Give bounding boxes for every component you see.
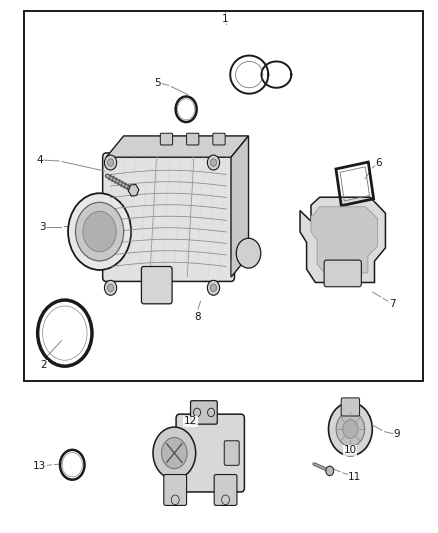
Polygon shape <box>106 136 248 157</box>
Text: 10: 10 <box>344 446 357 455</box>
Circle shape <box>162 438 187 469</box>
Text: 12: 12 <box>184 416 197 426</box>
Polygon shape <box>231 136 248 277</box>
FancyBboxPatch shape <box>160 133 173 145</box>
Circle shape <box>68 193 131 270</box>
Text: 7: 7 <box>389 299 396 309</box>
Circle shape <box>336 411 364 447</box>
FancyBboxPatch shape <box>341 398 360 416</box>
Circle shape <box>236 238 261 268</box>
Circle shape <box>107 159 113 166</box>
Circle shape <box>207 155 219 170</box>
Circle shape <box>107 284 113 292</box>
FancyBboxPatch shape <box>176 414 244 492</box>
Text: 8: 8 <box>194 312 201 322</box>
Circle shape <box>328 402 372 456</box>
Circle shape <box>343 420 358 438</box>
Circle shape <box>210 284 216 292</box>
FancyBboxPatch shape <box>213 133 225 145</box>
Bar <box>24 11 423 381</box>
Circle shape <box>326 466 334 475</box>
Circle shape <box>207 280 219 295</box>
Text: 5: 5 <box>154 78 161 87</box>
Text: 4: 4 <box>36 155 43 165</box>
Circle shape <box>75 203 124 261</box>
Circle shape <box>83 211 116 252</box>
Text: 6: 6 <box>375 158 382 167</box>
Polygon shape <box>300 197 385 282</box>
Text: 13: 13 <box>33 462 46 471</box>
Text: 2: 2 <box>40 360 47 370</box>
FancyBboxPatch shape <box>191 401 217 424</box>
Polygon shape <box>311 207 378 273</box>
Text: 1: 1 <box>222 14 229 23</box>
FancyBboxPatch shape <box>324 260 361 287</box>
Circle shape <box>210 159 216 166</box>
FancyBboxPatch shape <box>214 474 237 505</box>
FancyBboxPatch shape <box>102 153 234 281</box>
FancyBboxPatch shape <box>141 266 172 304</box>
Circle shape <box>153 427 196 479</box>
Text: 3: 3 <box>39 222 46 231</box>
FancyBboxPatch shape <box>164 474 187 505</box>
Text: 9: 9 <box>393 430 400 439</box>
Circle shape <box>104 280 117 295</box>
FancyBboxPatch shape <box>224 441 239 465</box>
Text: 11: 11 <box>348 472 361 482</box>
Circle shape <box>104 155 117 170</box>
FancyBboxPatch shape <box>187 133 199 145</box>
